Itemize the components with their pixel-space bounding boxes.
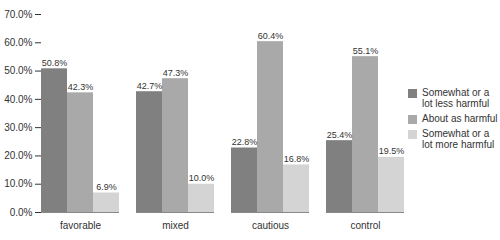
svg-text:favorable: favorable (60, 220, 102, 231)
html-text:Somewhat or a lot less harmful: Somewhat or a lot less harmful (422, 86, 490, 109)
svg-text:22.8%: 22.8% (232, 137, 258, 147)
svg-text:mixed: mixed (162, 220, 189, 231)
svg-text:50.8%: 50.8% (42, 58, 68, 68)
svg-text:70.0%: 70.0% (4, 9, 32, 20)
svg-text:16.8%: 16.8% (284, 154, 310, 164)
svg-text:47.3%: 47.3% (163, 68, 189, 78)
svg-text:6.9%: 6.9% (96, 182, 117, 192)
svg-text:30.0%: 30.0% (4, 122, 32, 133)
svg-text:40.0%: 40.0% (4, 94, 32, 105)
svg-text:42.3%: 42.3% (68, 82, 94, 92)
svg-text:19.5%: 19.5% (379, 146, 405, 156)
svg-text:55.1%: 55.1% (353, 46, 379, 56)
svg-text:0.0%: 0.0% (10, 207, 33, 218)
html-text:Somewhat or a lot more harmful: Somewhat or a lot more harmful (422, 127, 495, 150)
svg-text:control: control (350, 220, 380, 231)
svg-text:25.4%: 25.4% (327, 130, 353, 140)
svg-text:cautious: cautious (252, 220, 289, 231)
svg-text:10.0%: 10.0% (4, 178, 32, 189)
svg-text:50.0%: 50.0% (4, 65, 32, 76)
svg-text:42.7%: 42.7% (137, 81, 163, 91)
svg-text:20.0%: 20.0% (4, 150, 32, 161)
svg-text:60.4%: 60.4% (258, 31, 284, 41)
svg-text:10.0%: 10.0% (189, 173, 215, 183)
svg-text:60.0%: 60.0% (4, 37, 32, 48)
html-text:About as harmful: About as harmful (422, 112, 498, 124)
